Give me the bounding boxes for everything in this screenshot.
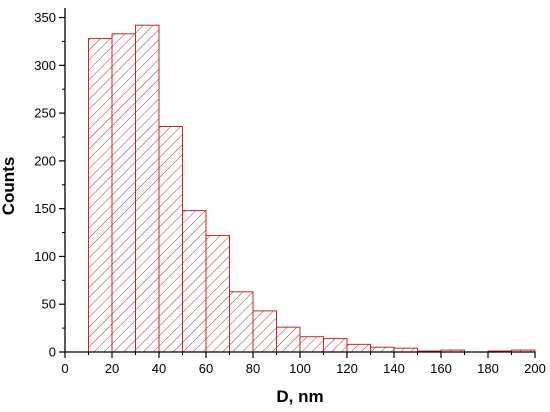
bars-group bbox=[88, 24, 536, 353]
x-tick-label: 0 bbox=[61, 361, 68, 376]
x-tick-label: 20 bbox=[105, 361, 119, 376]
y-axis-title: Counts bbox=[0, 157, 18, 216]
y-tick-label: 0 bbox=[49, 345, 56, 360]
histogram-bar bbox=[370, 346, 395, 353]
x-axis-title: D, nm bbox=[276, 387, 323, 406]
axes-group bbox=[59, 8, 536, 358]
histogram-bar bbox=[323, 338, 348, 353]
x-tick-label: 100 bbox=[289, 361, 311, 376]
y-tick-label: 150 bbox=[34, 201, 56, 216]
y-tick-label: 100 bbox=[34, 249, 56, 264]
x-tick-label: 140 bbox=[383, 361, 405, 376]
y-tick-label: 350 bbox=[34, 10, 56, 25]
histogram-bar bbox=[229, 291, 254, 353]
x-tick-label: 180 bbox=[477, 361, 499, 376]
y-tick-label: 250 bbox=[34, 106, 56, 121]
histogram-bar bbox=[182, 210, 207, 353]
histogram-bar bbox=[135, 24, 160, 353]
histogram-bar bbox=[299, 336, 324, 353]
histogram-bar bbox=[205, 234, 230, 353]
histogram-bar bbox=[252, 310, 277, 353]
tick-labels-group: 0 20 40 60 80 100 120 140 160 180 200 0 50 100 150 200 2… bbox=[34, 10, 546, 376]
histogram-bar bbox=[111, 33, 136, 353]
x-tick-label: 40 bbox=[152, 361, 166, 376]
x-tick-label: 80 bbox=[246, 361, 260, 376]
x-tick-label: 60 bbox=[199, 361, 213, 376]
y-tick-label: 200 bbox=[34, 153, 56, 168]
y-tick-label: 300 bbox=[34, 58, 56, 73]
x-tick-label: 200 bbox=[524, 361, 546, 376]
x-tick-label: 120 bbox=[336, 361, 358, 376]
histogram-bar bbox=[88, 38, 113, 353]
y-tick-label: 50 bbox=[42, 297, 56, 312]
histogram-bar bbox=[276, 326, 301, 353]
histogram-bar bbox=[346, 343, 371, 353]
histogram-bar bbox=[158, 125, 183, 353]
x-tick-label: 160 bbox=[430, 361, 452, 376]
